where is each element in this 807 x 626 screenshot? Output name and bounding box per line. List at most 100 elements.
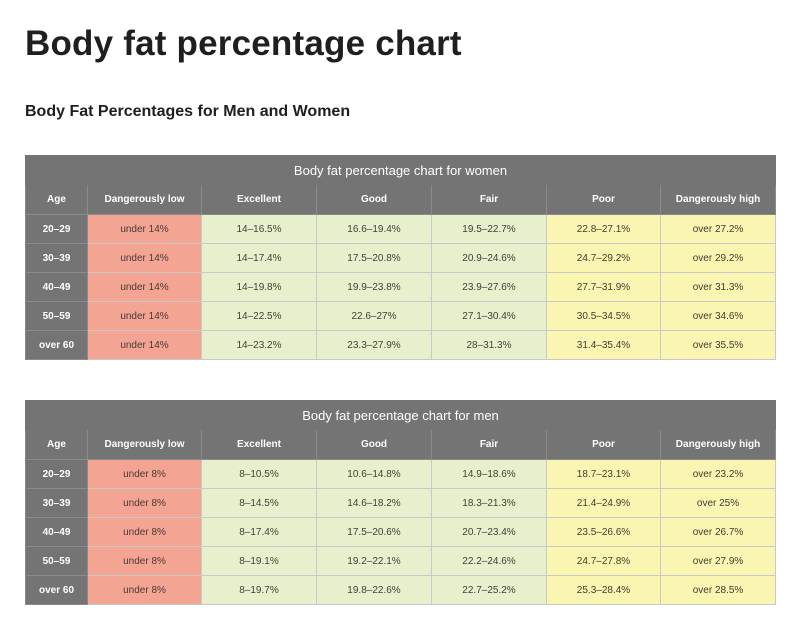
poor-cell: 24.7–27.8% <box>546 546 661 576</box>
dangerously-low-cell: under 8% <box>87 575 202 605</box>
col-header-poor: Poor <box>546 184 661 215</box>
col-header-good: Good <box>316 429 432 460</box>
excellent-cell: 8–19.1% <box>201 546 317 576</box>
col-header-good: Good <box>316 184 432 215</box>
good-cell: 14.6–18.2% <box>316 488 432 518</box>
excellent-cell: 14–16.5% <box>201 214 317 244</box>
dangerously-high-cell: over 31.3% <box>659 272 777 302</box>
good-cell: 10.6–14.8% <box>316 459 432 489</box>
table-row: 20–29 under 14% 14–16.5% 16.6–19.4% 19.5–22.… <box>25 214 777 244</box>
dangerously-high-cell: over 27.9% <box>659 546 777 576</box>
age-cell: 30–39 <box>25 488 88 518</box>
women-table-caption: Body fat percentage chart for women <box>24 155 777 185</box>
table-row: over 60 under 8% 8–19.7% 19.8–22.6% 22.7–25.… <box>25 575 777 605</box>
age-cell: 50–59 <box>25 301 88 331</box>
excellent-cell: 8–10.5% <box>201 459 317 489</box>
good-cell: 19.2–22.1% <box>316 546 432 576</box>
fair-cell: 22.7–25.2% <box>431 575 547 605</box>
poor-cell: 18.7–23.1% <box>546 459 661 489</box>
col-header-age: Age <box>25 429 88 460</box>
dangerously-high-cell: over 23.2% <box>659 459 777 489</box>
excellent-cell: 8–19.7% <box>201 575 317 605</box>
excellent-cell: 14–19.8% <box>201 272 317 302</box>
good-cell: 22.6–27% <box>316 301 432 331</box>
poor-cell: 25.3–28.4% <box>546 575 661 605</box>
table-row: 50–59 under 14% 14–22.5% 22.6–27% 27.1–30.4%… <box>25 301 777 331</box>
good-cell: 19.8–22.6% <box>316 575 432 605</box>
excellent-cell: 14–22.5% <box>201 301 317 331</box>
fair-cell: 20.9–24.6% <box>431 243 547 273</box>
good-cell: 17.5–20.8% <box>316 243 432 273</box>
col-header-dangerously-low: Dangerously low <box>87 429 202 460</box>
fair-cell: 28–31.3% <box>431 330 547 360</box>
dangerously-high-cell: over 35.5% <box>659 330 777 360</box>
fair-cell: 14.9–18.6% <box>431 459 547 489</box>
dangerously-low-cell: under 8% <box>87 459 202 489</box>
poor-cell: 23.5–26.6% <box>546 517 661 547</box>
section-title: Body Fat Percentages for Men and Women <box>25 103 351 120</box>
fair-cell: 23.9–27.6% <box>431 272 547 302</box>
age-cell: 20–29 <box>25 459 88 489</box>
fair-cell: 18.3–21.3% <box>431 488 547 518</box>
women-body-fat-table: Body fat percentage chart for women Age … <box>24 155 777 360</box>
poor-cell: 21.4–24.9% <box>546 488 661 518</box>
col-header-excellent: Excellent <box>201 184 317 215</box>
poor-cell: 31.4–35.4% <box>546 330 661 360</box>
col-header-fair: Fair <box>431 429 547 460</box>
table-row: 40–49 under 14% 14–19.8% 19.9–23.8% 23.9–27.… <box>25 272 777 302</box>
fair-cell: 20.7–23.4% <box>431 517 547 547</box>
age-cell: over 60 <box>25 575 88 605</box>
col-header-dangerously-low: Dangerously low <box>87 184 202 215</box>
table-row: 40–49 under 8% 8–17.4% 17.5–20.6% 20.7–23.4%… <box>25 517 777 547</box>
dangerously-high-cell: over 28.5% <box>659 575 777 605</box>
excellent-cell: 14–17.4% <box>201 243 317 273</box>
page-title: Body fat percentage chart <box>25 24 462 63</box>
dangerously-high-cell: over 26.7% <box>659 517 777 547</box>
dangerously-high-cell: over 29.2% <box>659 243 777 273</box>
table-row: 50–59 under 8% 8–19.1% 19.2–22.1% 22.2–24.6%… <box>25 546 777 576</box>
dangerously-low-cell: under 14% <box>87 272 202 302</box>
col-header-fair: Fair <box>431 184 547 215</box>
dangerously-high-cell: over 27.2% <box>659 214 777 244</box>
poor-cell: 24.7–29.2% <box>546 243 661 273</box>
age-cell: 30–39 <box>25 243 88 273</box>
dangerously-low-cell: under 14% <box>87 214 202 244</box>
col-header-excellent: Excellent <box>201 429 317 460</box>
table-row: 20–29 under 8% 8–10.5% 10.6–14.8% 14.9–18.6%… <box>25 459 777 489</box>
poor-cell: 27.7–31.9% <box>546 272 661 302</box>
dangerously-low-cell: under 8% <box>87 517 202 547</box>
fair-cell: 27.1–30.4% <box>431 301 547 331</box>
excellent-cell: 14–23.2% <box>201 330 317 360</box>
poor-cell: 30.5–34.5% <box>546 301 661 331</box>
men-body-fat-table: Body fat percentage chart for men Age Da… <box>24 400 777 605</box>
dangerously-low-cell: under 14% <box>87 243 202 273</box>
age-cell: over 60 <box>25 330 88 360</box>
table-row: 30–39 under 8% 8–14.5% 14.6–18.2% 18.3–21.3%… <box>25 488 777 518</box>
age-cell: 40–49 <box>25 517 88 547</box>
col-header-dangerously-high: Dangerously high <box>659 184 777 215</box>
col-header-poor: Poor <box>546 429 661 460</box>
table-row: over 60 under 14% 14–23.2% 23.3–27.9% 28–31.… <box>25 330 777 360</box>
dangerously-low-cell: under 8% <box>87 488 202 518</box>
excellent-cell: 8–14.5% <box>201 488 317 518</box>
excellent-cell: 8–17.4% <box>201 517 317 547</box>
age-cell: 20–29 <box>25 214 88 244</box>
age-cell: 50–59 <box>25 546 88 576</box>
fair-cell: 19.5–22.7% <box>431 214 547 244</box>
table-row: 30–39 under 14% 14–17.4% 17.5–20.8% 20.9–24.… <box>25 243 777 273</box>
good-cell: 16.6–19.4% <box>316 214 432 244</box>
dangerously-high-cell: over 34.6% <box>659 301 777 331</box>
col-header-age: Age <box>25 184 88 215</box>
fair-cell: 22.2–24.6% <box>431 546 547 576</box>
good-cell: 23.3–27.9% <box>316 330 432 360</box>
good-cell: 17.5–20.6% <box>316 517 432 547</box>
dangerously-high-cell: over 25% <box>659 488 777 518</box>
men-table-caption: Body fat percentage chart for men <box>24 400 777 430</box>
dangerously-low-cell: under 8% <box>87 546 202 576</box>
good-cell: 19.9–23.8% <box>316 272 432 302</box>
dangerously-low-cell: under 14% <box>87 330 202 360</box>
age-cell: 40–49 <box>25 272 88 302</box>
col-header-dangerously-high: Dangerously high <box>659 429 777 460</box>
poor-cell: 22.8–27.1% <box>546 214 661 244</box>
dangerously-low-cell: under 14% <box>87 301 202 331</box>
